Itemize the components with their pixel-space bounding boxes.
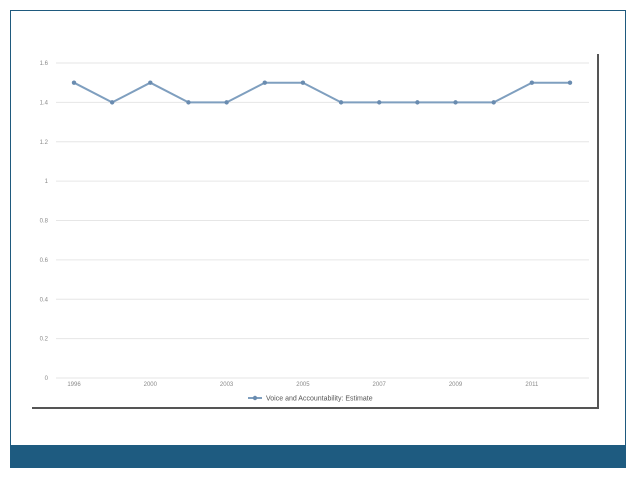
- line-chart: 0 0.2 0.4 0.6 0.8 1 1.2 1.4 1.6 1996 2000 2003 2005…: [40, 61, 589, 403]
- x-tick-label: 2003: [220, 382, 234, 388]
- data-point: [338, 100, 344, 105]
- data-point: [148, 80, 153, 85]
- x-axis-ticks: 1996 2000 2003 2005 2007 2009 2011: [67, 382, 539, 388]
- data-point: [262, 80, 267, 85]
- x-tick-label: 2000: [144, 382, 158, 388]
- x-tick-label: 2009: [449, 382, 463, 388]
- x-tick-label: 2007: [373, 382, 387, 388]
- data-point: [415, 100, 420, 105]
- y-tick-label: 1: [45, 179, 49, 185]
- gridlines: [56, 62, 589, 379]
- series-line: [73, 81, 570, 104]
- data-point: [491, 100, 496, 105]
- data-point: [224, 100, 229, 105]
- legend-marker-swatch: [252, 395, 258, 401]
- footer-band: [10, 445, 626, 468]
- y-tick-label: 1.4: [40, 100, 49, 106]
- x-tick-label: 2011: [525, 382, 539, 388]
- chart-frame: 0 0.2 0.4 0.6 0.8 1 1.2 1.4 1.6 1996 2000 2003 2005…: [32, 54, 599, 409]
- series-layer: [71, 80, 573, 105]
- data-point: [71, 80, 77, 85]
- data-point: [567, 80, 573, 85]
- x-tick-label: 2005: [296, 382, 310, 388]
- y-tick-label: 0: [45, 376, 49, 382]
- data-point: [453, 100, 458, 105]
- y-axis-ticks: 0 0.2 0.4 0.6 0.8 1 1.2 1.4 1.6: [40, 61, 49, 382]
- y-tick-label: 1.6: [40, 61, 49, 67]
- x-tick-label: 1996: [67, 382, 81, 388]
- y-tick-label: 0.2: [40, 337, 49, 343]
- y-tick-label: 0.6: [40, 258, 49, 264]
- legend: Voice and Accountability: Estimate: [248, 396, 373, 403]
- y-tick-label: 0.8: [40, 219, 49, 225]
- data-point: [529, 80, 535, 85]
- legend-label: Voice and Accountability: Estimate: [266, 396, 373, 403]
- data-point: [300, 80, 306, 85]
- data-point: [377, 100, 382, 105]
- y-tick-label: 1.2: [40, 140, 49, 146]
- y-tick-label: 0.4: [40, 297, 49, 303]
- data-point: [109, 100, 115, 105]
- data-point: [186, 100, 191, 105]
